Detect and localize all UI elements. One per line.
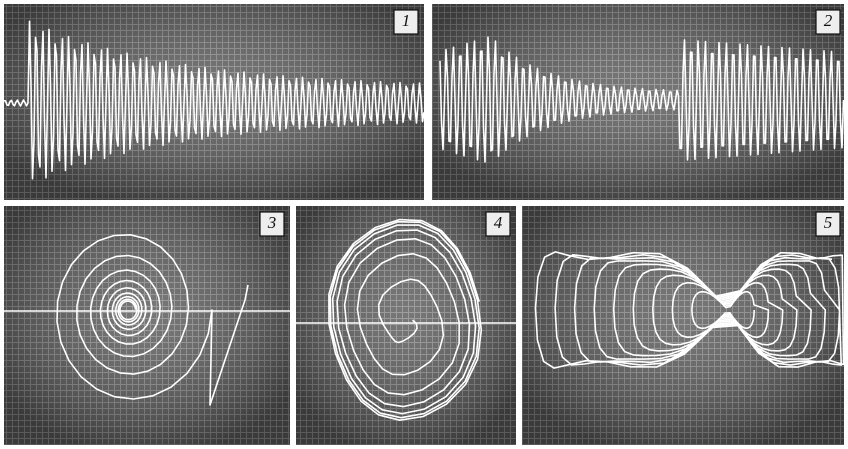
panel-3: 3 (4, 206, 290, 445)
panel-label: 4 (494, 213, 503, 232)
panel-label: 5 (824, 213, 833, 232)
panel-4: 4 (296, 206, 516, 445)
panel-2: 2 (432, 4, 844, 200)
oscillogram-figure: 1 2 3 4 5 (0, 0, 848, 449)
panel-label: 3 (267, 213, 277, 232)
panel-label: 1 (402, 11, 411, 30)
panel-1: 1 (4, 4, 424, 200)
panel-label: 2 (824, 11, 833, 30)
panel-5: 5 (522, 206, 844, 445)
